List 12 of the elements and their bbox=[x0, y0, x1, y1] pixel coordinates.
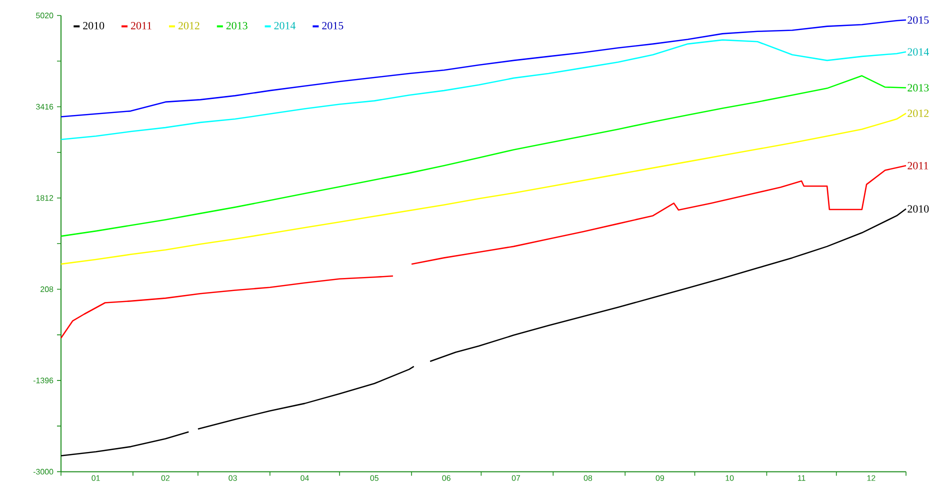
text: 2011 bbox=[908, 162, 928, 170]
text: 2012 bbox=[908, 110, 929, 118]
legend-label: 2013 bbox=[226, 22, 248, 30]
text: 2010 bbox=[908, 205, 929, 213]
text: 2014 bbox=[908, 48, 929, 56]
legend-label: 2015 bbox=[322, 22, 344, 30]
text: 2013 bbox=[908, 84, 929, 92]
legend-label: 2011 bbox=[130, 22, 152, 30]
legend-label: 2010 bbox=[83, 22, 104, 30]
legend-label: 2014 bbox=[274, 22, 296, 30]
legend-label: 2012 bbox=[178, 22, 200, 30]
text: 2015 bbox=[908, 16, 929, 24]
